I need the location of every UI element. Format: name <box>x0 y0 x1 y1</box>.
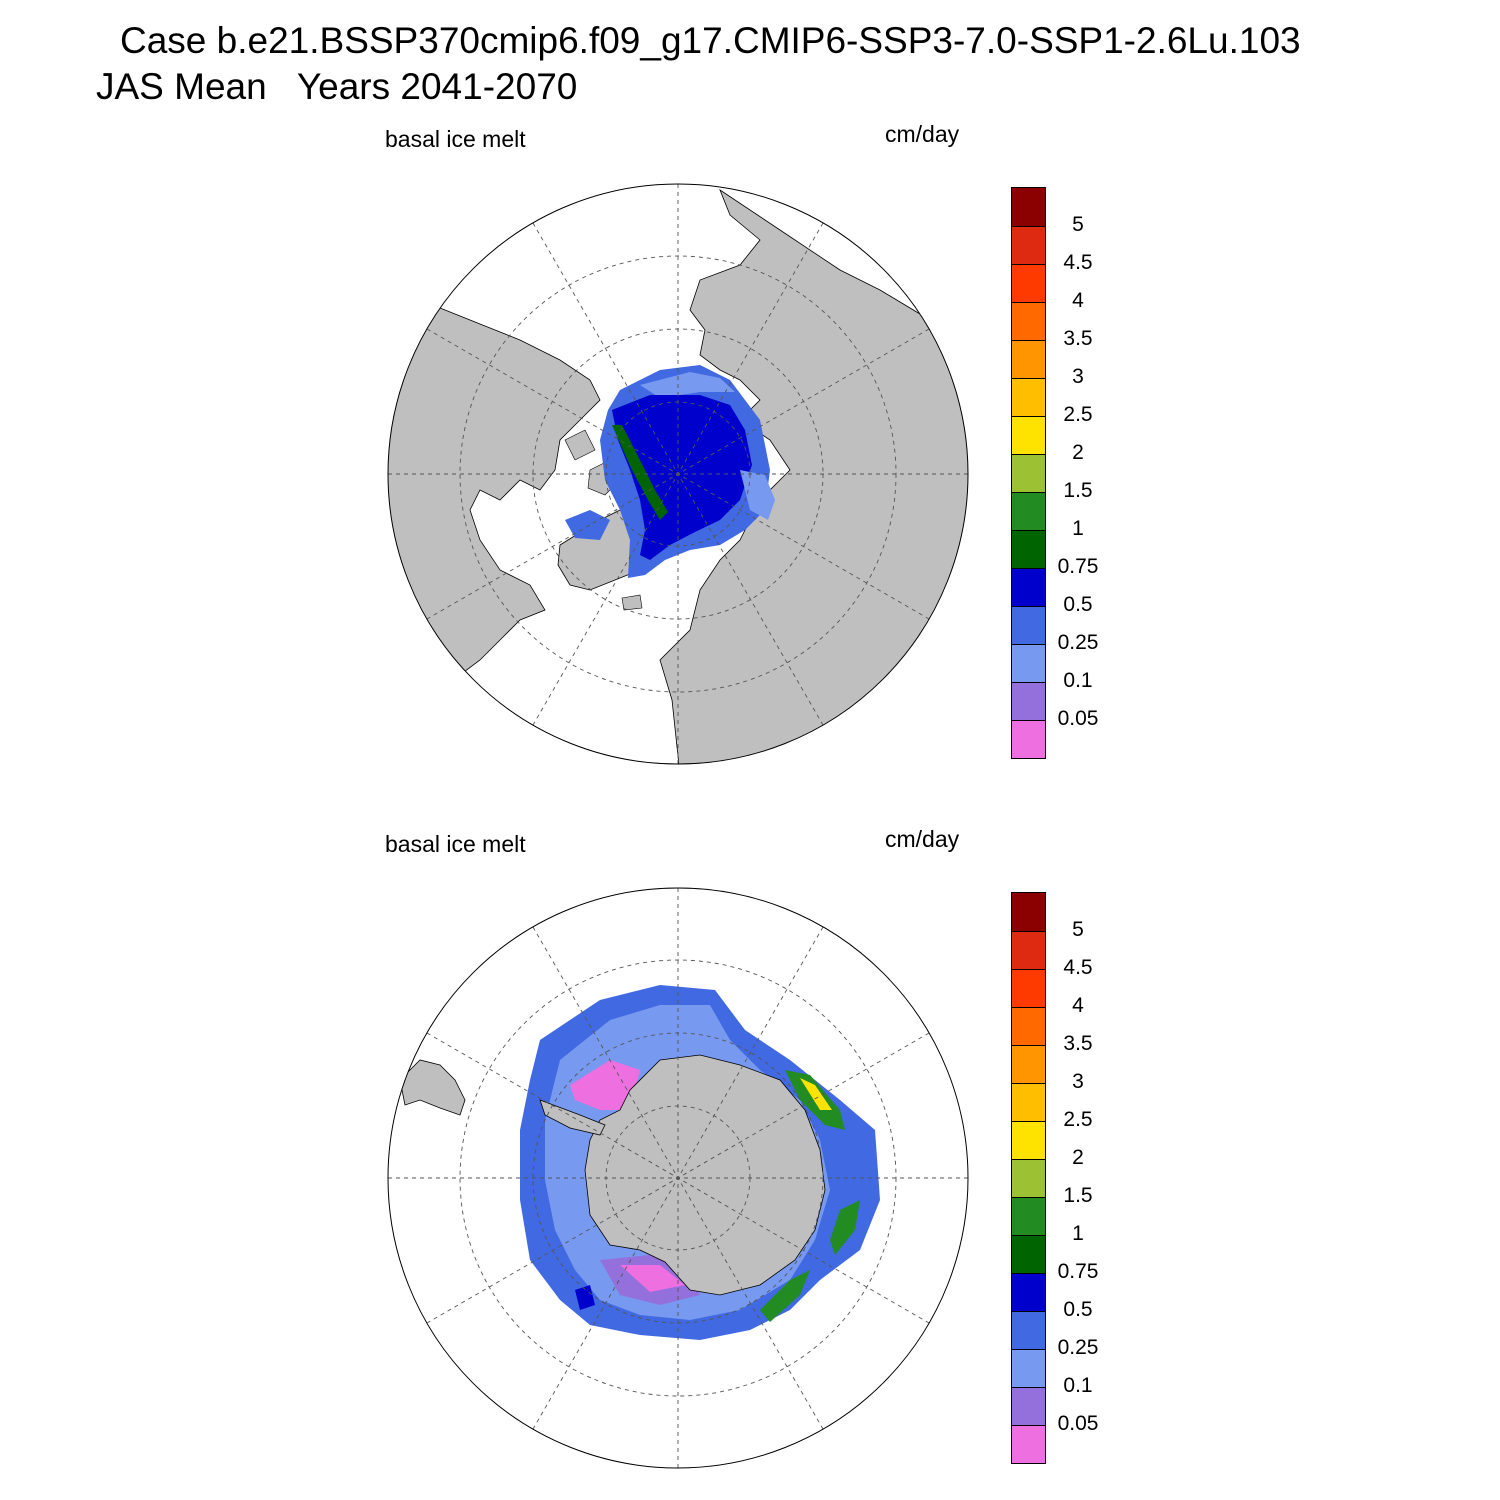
south-colorbar-swatch <box>1012 1349 1045 1387</box>
north-colorbar-swatch <box>1012 188 1045 226</box>
south-colorbar-tick-label: 5 <box>1072 918 1084 941</box>
north-colorbar-swatch <box>1012 264 1045 302</box>
south-colorbar-tick-label: 2.5 <box>1063 1108 1093 1131</box>
south-colorbar-swatch <box>1012 1387 1045 1425</box>
north-colorbar-tick-label: 0.5 <box>1063 593 1093 616</box>
south-colorbar-swatch <box>1012 1311 1045 1349</box>
north-colorbar-tick-label: 0.75 <box>1057 555 1099 578</box>
south-colorbar-swatch <box>1012 1007 1045 1045</box>
north-colorbar-swatch <box>1012 416 1045 454</box>
north-colorbar-swatch <box>1012 454 1045 492</box>
south-colorbar-tick-label: 3 <box>1072 1070 1084 1093</box>
south-polar-map <box>387 887 969 1469</box>
south-colorbar-swatch <box>1012 1235 1045 1273</box>
north-colorbar-swatch <box>1012 492 1045 530</box>
south-colorbar-tick-label: 1.5 <box>1063 1184 1093 1207</box>
south-colorbar-tick-label: 3.5 <box>1063 1032 1093 1055</box>
south-colorbar-tick-label: 0.05 <box>1057 1412 1099 1435</box>
south-america-land <box>399 1059 466 1116</box>
north-colorbar-tick-label: 1.5 <box>1063 479 1093 502</box>
south-colorbar-tick-label: 0.25 <box>1057 1336 1099 1359</box>
south-colorbar-tick-label: 4 <box>1072 994 1084 1017</box>
north-colorbar-tick-label: 3.5 <box>1063 327 1093 350</box>
south-colorbar-swatch <box>1012 893 1045 931</box>
north-colorbar-tick-label: 0.25 <box>1057 631 1099 654</box>
north-colorbar-swatch <box>1012 568 1045 606</box>
north-polar-map <box>387 183 969 765</box>
north-colorbar-tick-label: 4.5 <box>1063 251 1093 274</box>
north-units-label: cm/day <box>885 121 960 147</box>
figure-title-case: Case b.e21.BSSP370cmip6.f09_g17.CMIP6-SS… <box>120 20 1301 61</box>
north-colorbar-swatch <box>1012 606 1045 644</box>
north-colorbar-swatch <box>1012 530 1045 568</box>
south-colorbar-swatch <box>1012 931 1045 969</box>
north-colorbar-tick-label: 2 <box>1072 441 1084 464</box>
south-colorbar-tick-label: 0.1 <box>1063 1374 1093 1397</box>
north-colorbar-tick-label: 3 <box>1072 365 1084 388</box>
south-colorbar-tick-label: 4.5 <box>1063 956 1093 979</box>
south-colorbar-swatch <box>1012 1121 1045 1159</box>
north-colorbar-tick-label: 1 <box>1072 517 1084 540</box>
south-colorbar-tick-label: 0.75 <box>1057 1260 1099 1283</box>
north-colorbar-swatch <box>1012 644 1045 682</box>
south-colorbar-tick-label: 1 <box>1072 1222 1084 1245</box>
south-colorbar-swatch <box>1012 1159 1045 1197</box>
south-colorbar-swatch <box>1012 969 1045 1007</box>
north-colorbar-swatch <box>1012 226 1045 264</box>
south-colorbar-tick-label: 0.5 <box>1063 1298 1093 1321</box>
north-colorbar-tick-label: 5 <box>1072 213 1084 236</box>
south-colorbar-swatch <box>1012 1273 1045 1311</box>
north-colorbar-tick-label: 0.05 <box>1057 707 1099 730</box>
south-colorbar-swatch <box>1012 1197 1045 1235</box>
south-colorbar-tick-label: 2 <box>1072 1146 1084 1169</box>
figure-title-period: JAS Mean Years 2041-2070 <box>96 66 578 107</box>
north-colorbar-tick-label: 4 <box>1072 289 1084 312</box>
north-colorbar-swatch <box>1012 682 1045 720</box>
north-colorbar-swatch <box>1012 340 1045 378</box>
north-colorbar <box>1011 187 1046 759</box>
south-variable-label: basal ice melt <box>385 831 526 857</box>
north-colorbar-swatch <box>1012 720 1045 758</box>
north-colorbar-swatch <box>1012 302 1045 340</box>
south-colorbar-swatch <box>1012 1083 1045 1121</box>
south-colorbar-swatch <box>1012 1425 1045 1463</box>
north-colorbar-tick-label: 0.1 <box>1063 669 1093 692</box>
north-variable-label: basal ice melt <box>385 126 526 152</box>
south-units-label: cm/day <box>885 826 960 852</box>
north-colorbar-tick-label: 2.5 <box>1063 403 1093 426</box>
south-colorbar <box>1011 892 1046 1464</box>
south-colorbar-swatch <box>1012 1045 1045 1083</box>
north-colorbar-swatch <box>1012 378 1045 416</box>
